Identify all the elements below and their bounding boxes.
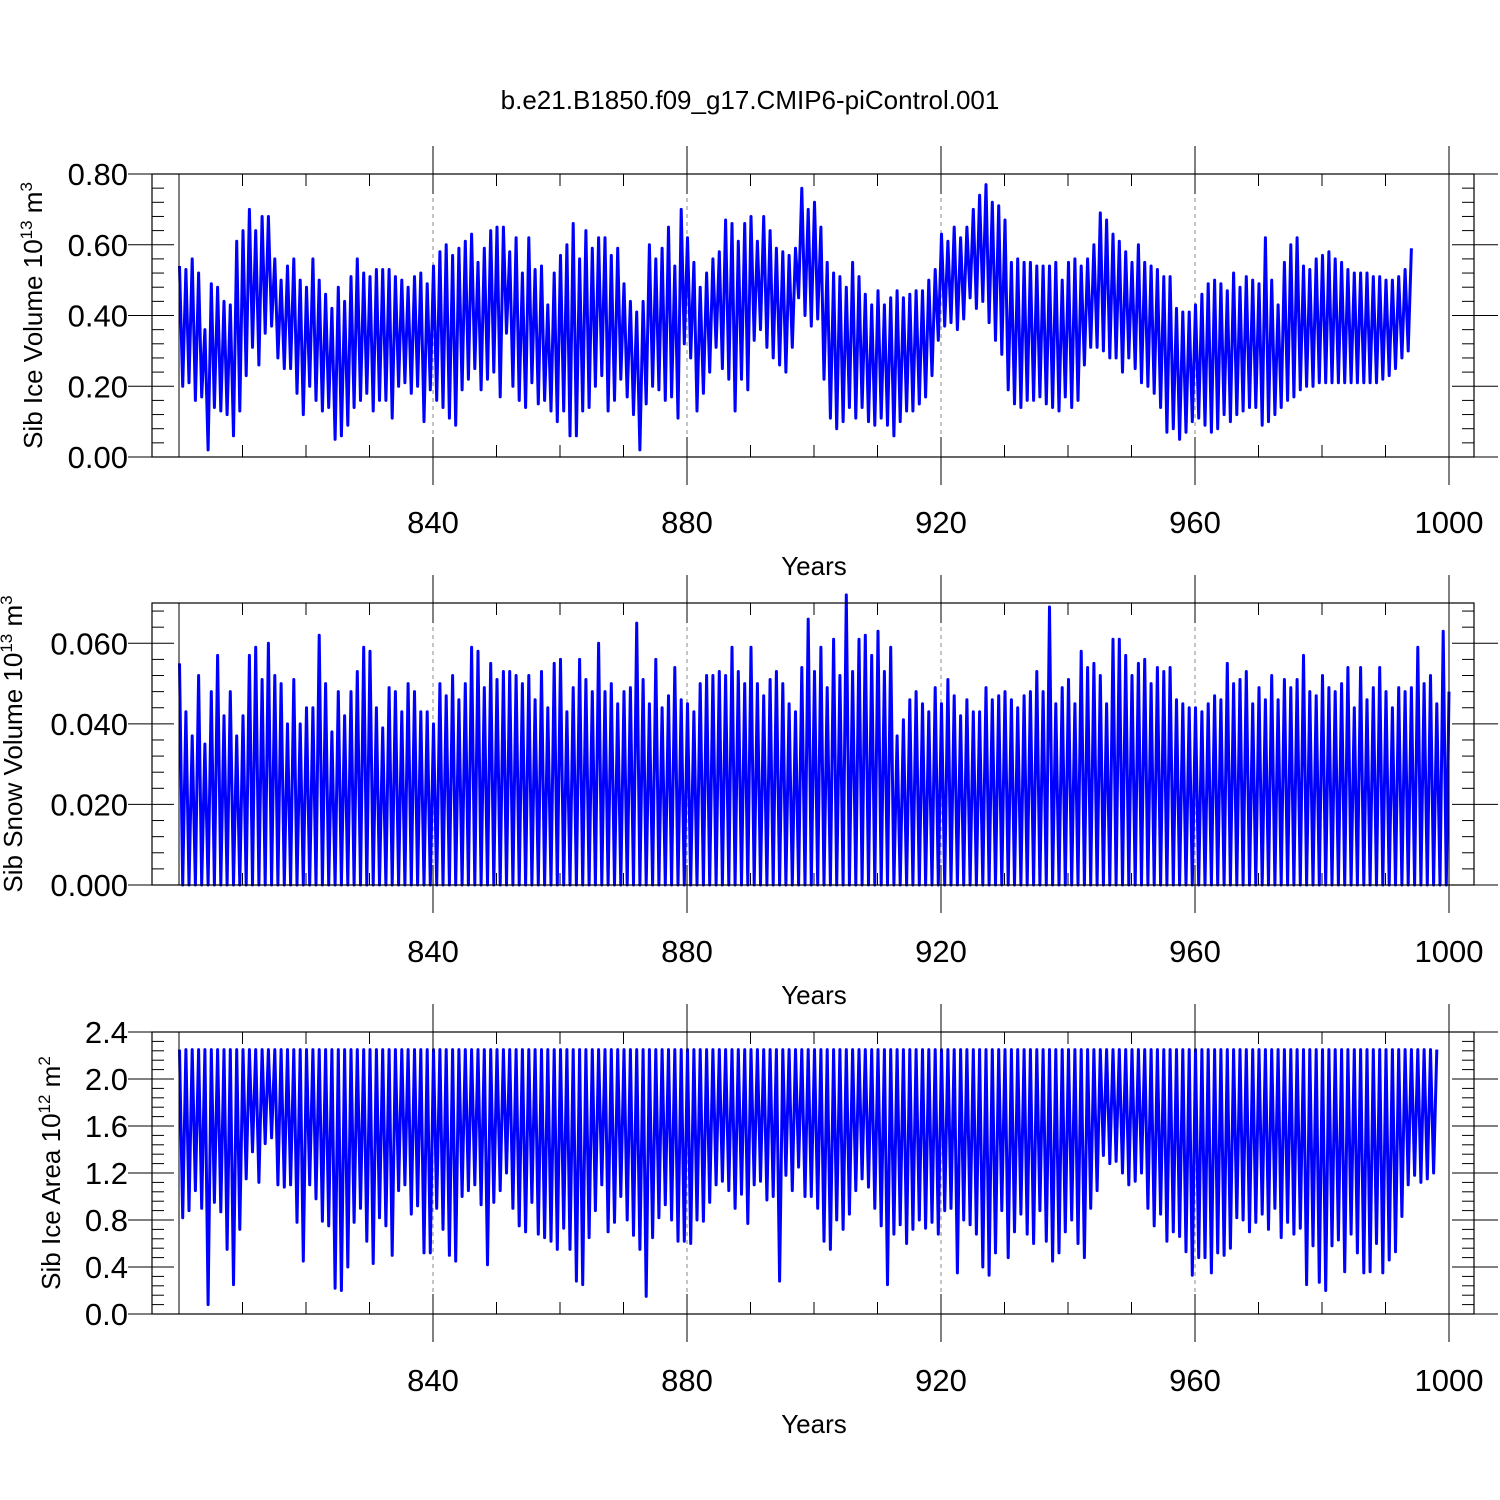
x-tick-label: 880 <box>661 505 713 540</box>
data-series-line <box>178 1048 1439 1307</box>
y-axis-title: Sib Ice Area 1012 m2 <box>35 1056 66 1290</box>
data-series-line <box>178 183 1413 452</box>
y-axis-title: Sib Ice Volume 1013 m3 <box>17 182 48 449</box>
x-tick-label: 840 <box>407 934 459 969</box>
x-tick-label: 1000 <box>1415 934 1484 969</box>
y-axis-title-superscript: 13 <box>0 634 16 653</box>
y-axis-title: Sib Snow Volume 1013 m3 <box>0 595 28 892</box>
y-tick-label: 0.0 <box>85 1297 128 1332</box>
x-tick-label: 1000 <box>1415 1363 1484 1398</box>
x-axis-title: Years <box>781 551 847 581</box>
y-tick-label: 2.0 <box>85 1062 128 1097</box>
y-axis-title-part: m <box>0 605 28 634</box>
chart-panel-3: 0.0 0.4 0.8 1.2 1.6 2.0 2.4 840 880 920 960 1000 Yea… <box>35 1004 1498 1439</box>
x-tick-label: 840 <box>407 505 459 540</box>
y-axis-title-superscript: 2 <box>35 1056 54 1065</box>
y-tick-label: 0.4 <box>85 1250 128 1285</box>
x-tick-label: 920 <box>915 934 967 969</box>
x-tick-label: 880 <box>661 1363 713 1398</box>
y-axis-title-superscript: 3 <box>0 595 16 604</box>
chart-panels: 0.00 0.20 0.40 0.60 0.80 840 880 920 960 1000 Year… <box>0 146 1498 1439</box>
y-axis-title-part: Sib Ice Area 10 <box>36 1113 66 1289</box>
y-tick-label: 0.20 <box>68 369 128 404</box>
y-tick-label: 0.60 <box>68 228 128 263</box>
y-tick-label: 0.00 <box>68 440 128 475</box>
x-tick-label: 920 <box>915 505 967 540</box>
y-tick-label: 0.040 <box>50 707 128 742</box>
y-axis-title-part: Sib Ice Volume 10 <box>18 239 48 449</box>
chart-panel-1: 0.00 0.20 0.40 0.60 0.80 840 880 920 960 1000 Year… <box>17 146 1498 581</box>
x-axis-title: Years <box>781 1409 847 1439</box>
y-axis-title-superscript: 13 <box>17 220 36 239</box>
x-tick-label: 1000 <box>1415 505 1484 540</box>
data-series-line <box>178 593 1451 887</box>
y-axis-title-part: m <box>18 192 48 221</box>
x-tick-label: 840 <box>407 1363 459 1398</box>
y-axis-title-superscript: 3 <box>17 182 36 191</box>
y-tick-label: 0.80 <box>68 157 128 192</box>
plot-frame <box>151 602 1475 886</box>
x-tick-label: 920 <box>915 1363 967 1398</box>
x-tick-label: 880 <box>661 934 713 969</box>
y-tick-label: 0.8 <box>85 1203 128 1238</box>
y-tick-label: 1.6 <box>85 1109 128 1144</box>
chart-panel-2: 0.000 0.020 0.040 0.060 840 880 920 960 1000 Year… <box>0 575 1498 1010</box>
chart-title: b.e21.B1850.f09_g17.CMIP6-piControl.001 <box>501 85 1000 115</box>
y-tick-label: 0.060 <box>50 626 128 661</box>
y-tick-label: 0.40 <box>68 299 128 334</box>
y-axis-title-superscript: 12 <box>35 1095 54 1114</box>
y-tick-label: 1.2 <box>85 1156 128 1191</box>
x-axis-title: Years <box>781 980 847 1010</box>
y-axis-title-part: m <box>36 1066 66 1095</box>
y-tick-label: 0.000 <box>50 868 128 903</box>
x-tick-label: 960 <box>1169 1363 1221 1398</box>
x-tick-label: 960 <box>1169 505 1221 540</box>
y-tick-label: 2.4 <box>85 1015 128 1050</box>
y-tick-label: 0.020 <box>50 787 128 822</box>
x-tick-label: 960 <box>1169 934 1221 969</box>
y-axis-title-part: Sib Snow Volume 10 <box>0 653 28 893</box>
